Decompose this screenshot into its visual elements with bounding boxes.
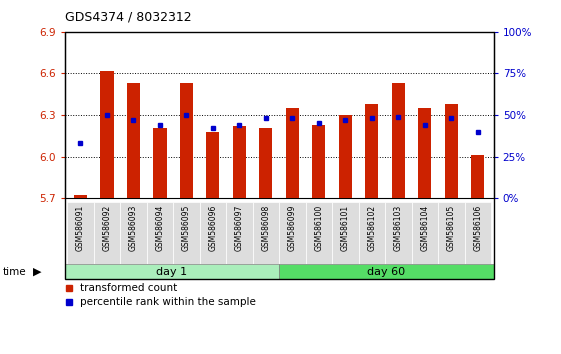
Bar bbox=[365, 104, 379, 198]
Text: GSM586094: GSM586094 bbox=[155, 205, 164, 251]
Bar bbox=[312, 125, 325, 198]
Text: GSM586104: GSM586104 bbox=[420, 205, 429, 251]
Text: GSM586091: GSM586091 bbox=[76, 205, 85, 251]
Bar bbox=[173, 202, 200, 264]
Text: time: time bbox=[3, 267, 26, 277]
Bar bbox=[465, 202, 491, 264]
Bar bbox=[127, 83, 140, 198]
Text: GSM586092: GSM586092 bbox=[103, 205, 112, 251]
Text: GSM586105: GSM586105 bbox=[447, 205, 456, 251]
Bar bbox=[74, 195, 87, 198]
Text: GSM586106: GSM586106 bbox=[473, 205, 482, 251]
Bar bbox=[306, 202, 332, 264]
Text: GSM586101: GSM586101 bbox=[341, 205, 350, 251]
Text: GSM586103: GSM586103 bbox=[394, 205, 403, 251]
Bar bbox=[100, 71, 113, 198]
Bar bbox=[233, 126, 246, 198]
Text: GDS4374 / 8032312: GDS4374 / 8032312 bbox=[65, 10, 191, 23]
Bar bbox=[226, 202, 252, 264]
Text: ▶: ▶ bbox=[33, 267, 41, 277]
Text: percentile rank within the sample: percentile rank within the sample bbox=[80, 297, 255, 307]
Bar bbox=[279, 202, 306, 264]
Text: GSM586099: GSM586099 bbox=[288, 205, 297, 251]
Text: GSM586096: GSM586096 bbox=[208, 205, 217, 251]
Bar bbox=[418, 108, 431, 198]
Bar bbox=[332, 202, 358, 264]
Bar bbox=[471, 155, 484, 198]
Bar bbox=[180, 83, 193, 198]
Bar bbox=[412, 202, 438, 264]
Bar bbox=[339, 115, 352, 198]
Bar bbox=[286, 108, 299, 198]
Bar bbox=[67, 202, 94, 264]
Bar bbox=[385, 202, 412, 264]
Bar bbox=[259, 127, 273, 198]
Text: GSM586102: GSM586102 bbox=[367, 205, 376, 251]
Bar bbox=[65, 264, 279, 279]
Bar bbox=[252, 202, 279, 264]
Bar bbox=[146, 202, 173, 264]
Bar bbox=[279, 264, 494, 279]
Text: GSM586098: GSM586098 bbox=[261, 205, 270, 251]
Text: GSM586095: GSM586095 bbox=[182, 205, 191, 251]
Text: GSM586093: GSM586093 bbox=[129, 205, 138, 251]
Text: GSM586100: GSM586100 bbox=[314, 205, 323, 251]
Bar bbox=[120, 202, 146, 264]
Text: GSM586097: GSM586097 bbox=[235, 205, 244, 251]
Bar bbox=[438, 202, 465, 264]
Bar bbox=[153, 127, 167, 198]
Text: day 60: day 60 bbox=[367, 267, 406, 277]
Bar bbox=[358, 202, 385, 264]
Bar bbox=[200, 202, 226, 264]
Bar bbox=[206, 132, 219, 198]
Text: transformed count: transformed count bbox=[80, 283, 177, 293]
Bar bbox=[94, 202, 120, 264]
Bar bbox=[392, 83, 405, 198]
Bar bbox=[445, 104, 458, 198]
Text: day 1: day 1 bbox=[157, 267, 187, 277]
